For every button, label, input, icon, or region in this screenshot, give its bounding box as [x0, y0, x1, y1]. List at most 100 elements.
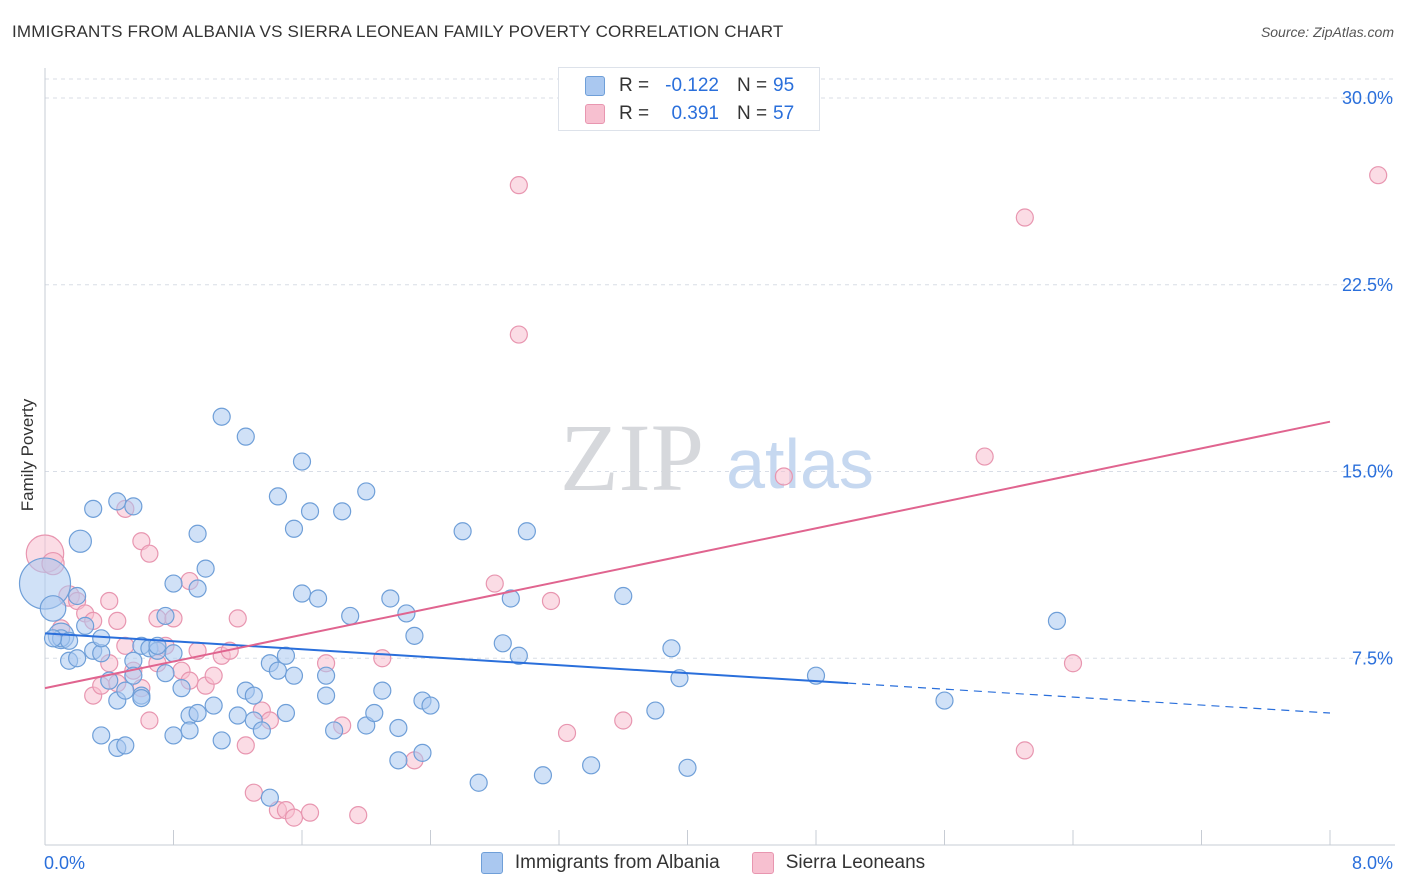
albania-point	[84, 499, 103, 518]
sierra-point	[284, 808, 304, 827]
albania-point	[212, 731, 231, 750]
sierra-point	[509, 325, 528, 344]
sierra-point	[509, 176, 528, 195]
albania-point	[284, 666, 304, 685]
legend-label: Sierra Leoneans	[785, 852, 926, 873]
albania-point	[935, 691, 954, 710]
sierra-point	[236, 736, 255, 755]
albania-point	[236, 427, 255, 446]
y-axis-label: Family Poverty	[18, 398, 37, 512]
r-label: R =	[619, 103, 650, 124]
sierra-point	[349, 806, 368, 825]
sierra-point	[116, 636, 135, 655]
chart-title: IMMIGRANTS FROM ALBANIA VS SIERRA LEONEA…	[12, 22, 784, 41]
sierra-point	[1063, 654, 1083, 673]
albania-point	[341, 606, 360, 626]
albania-point	[292, 584, 312, 603]
albania-point	[188, 579, 207, 598]
n-label: N =	[737, 75, 768, 96]
albania-point	[284, 519, 304, 538]
albania-point	[172, 679, 191, 698]
sierra-point	[140, 544, 159, 563]
watermark-atlas: atlas	[726, 425, 874, 503]
albania-point	[517, 522, 536, 541]
albania-point	[188, 524, 207, 543]
x-tick-label: 0.0%	[44, 853, 85, 873]
sierra-swatch	[585, 104, 605, 124]
y-tick-label: 30.0%	[1342, 88, 1393, 108]
r-value: -0.122	[665, 75, 719, 96]
albania-point	[164, 644, 183, 663]
albania-point	[501, 589, 520, 608]
albania-point	[292, 452, 312, 471]
y-tick-label: 22.5%	[1342, 275, 1393, 295]
grid-lines	[45, 78, 1395, 659]
albania-point	[389, 751, 408, 770]
legend-item-albania[interactable]: Immigrants from Albania	[480, 852, 720, 874]
n-label: N =	[737, 103, 768, 124]
albania-point	[196, 559, 215, 578]
albania-point	[268, 661, 288, 680]
sierra-point	[541, 591, 561, 611]
sierra-point	[204, 666, 223, 685]
albania-point	[582, 756, 601, 775]
albania-point	[533, 766, 553, 785]
albania-point	[1047, 611, 1067, 631]
albania-point	[188, 703, 207, 723]
correlation-legend: R = -0.122 N = 95 R = 0.391 N = 57	[558, 67, 820, 131]
sierra-point	[140, 711, 159, 730]
albania-point	[92, 629, 111, 648]
albania-point	[453, 522, 472, 541]
albania-point	[76, 616, 95, 635]
albania-point	[108, 492, 127, 511]
albania-point	[509, 646, 528, 665]
albania-point	[92, 726, 111, 745]
albania-point	[646, 701, 665, 720]
albania-point	[357, 482, 376, 501]
albania-point	[68, 649, 87, 668]
sierra-point	[1015, 741, 1034, 760]
legend-item-sierra[interactable]: Sierra Leoneans	[751, 852, 926, 874]
sierra-point	[108, 611, 127, 631]
albania-point	[276, 646, 296, 665]
albania-point	[268, 487, 288, 506]
albania-point	[469, 773, 488, 792]
albania-point	[244, 686, 263, 705]
albania-point	[678, 758, 697, 777]
albania-point	[156, 606, 175, 626]
albania-point	[308, 589, 328, 608]
albania-point	[68, 529, 92, 553]
watermark-zip: ZIP	[560, 404, 704, 511]
tick-labels: 7.5% 15.0% 22.5% 30.0% 0.0% 8.0%	[44, 88, 1393, 873]
albania-point	[614, 586, 633, 606]
sierra-point	[975, 447, 994, 466]
albania-legend-swatch	[480, 852, 503, 874]
legend-row-albania: R = -0.122 N = 95	[585, 74, 794, 98]
y-tick-label: 7.5%	[1352, 648, 1393, 668]
sierra-point	[1369, 166, 1388, 185]
sierra-point	[614, 711, 633, 730]
r-label: R =	[619, 75, 650, 96]
albania-point	[365, 703, 384, 723]
sierra-legend-swatch	[751, 852, 774, 874]
albania-point	[333, 502, 352, 521]
sierra-point	[228, 609, 247, 628]
albania-point	[316, 686, 336, 705]
sierra-point	[300, 803, 320, 822]
albania-point	[252, 721, 271, 740]
albania-points	[18, 407, 1067, 807]
series-legend: Immigrants from Albania Sierra Leoneans	[0, 852, 1406, 874]
albania-point	[325, 721, 344, 740]
sierra-point	[1015, 208, 1034, 227]
n-value: 95	[773, 75, 795, 96]
sierra-point	[774, 467, 793, 486]
albania-point	[212, 407, 231, 426]
albania-point	[156, 664, 175, 683]
albania-point	[381, 589, 400, 608]
r-value: 0.391	[671, 103, 719, 124]
albania-point	[405, 626, 424, 645]
albania-point	[260, 788, 279, 807]
legend-row-sierra: R = 0.391 N = 57	[585, 102, 794, 126]
albania-point	[124, 497, 143, 516]
albania-swatch	[585, 76, 605, 96]
